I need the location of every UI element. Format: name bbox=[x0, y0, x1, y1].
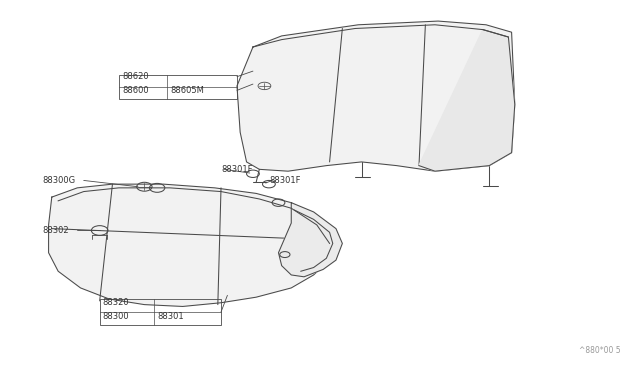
Text: 88301: 88301 bbox=[157, 312, 184, 321]
Text: 88300G: 88300G bbox=[42, 176, 76, 185]
Text: 88600: 88600 bbox=[122, 86, 148, 95]
Polygon shape bbox=[237, 21, 515, 171]
Text: ^880*00 5: ^880*00 5 bbox=[579, 346, 620, 355]
Text: 88620: 88620 bbox=[122, 72, 148, 81]
Text: 88302: 88302 bbox=[42, 226, 69, 235]
Text: 88320: 88320 bbox=[103, 298, 129, 307]
Bar bbox=[100, 299, 221, 325]
Bar bbox=[119, 75, 237, 99]
Text: 88300: 88300 bbox=[103, 312, 129, 321]
Polygon shape bbox=[49, 184, 336, 307]
Polygon shape bbox=[419, 30, 515, 171]
Polygon shape bbox=[278, 203, 342, 277]
Text: 88605M: 88605M bbox=[170, 86, 204, 95]
Text: 88301F: 88301F bbox=[269, 176, 300, 185]
Text: 88301F: 88301F bbox=[221, 165, 253, 174]
